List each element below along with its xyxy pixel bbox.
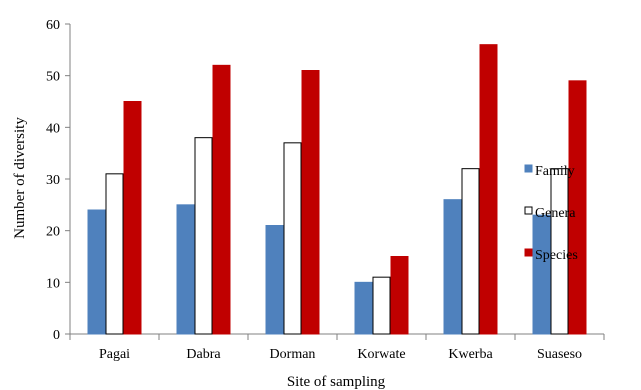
- bar-family-dorman: [265, 225, 284, 335]
- bar-genera-kwerba: [461, 168, 480, 335]
- legend-label-species: Species: [535, 248, 578, 263]
- y-tick-label: 50: [46, 70, 60, 85]
- x-tick-label: Kwerba: [448, 347, 493, 362]
- y-tick-label: 40: [46, 121, 60, 136]
- bars: [87, 44, 587, 335]
- bar-species-dabra: [212, 64, 231, 335]
- legend: Family Genera Species: [524, 164, 578, 263]
- x-tick-label: Dabra: [186, 347, 221, 362]
- x-tick-label: Suaseso: [537, 347, 582, 362]
- y-axis-title: Number of diversity: [12, 117, 28, 239]
- bar-species-suaseso: [568, 80, 587, 335]
- y-tick-label: 20: [46, 225, 60, 240]
- x-axis: Pagai Dabra Dorman Korwate Kwerba Suaseso: [69, 333, 605, 362]
- y-axis: 0 10 20 30 40 50 60: [46, 18, 71, 343]
- bar-family-dabra: [176, 204, 195, 335]
- legend-swatch-genera: [524, 206, 533, 215]
- y-tick-label: 60: [46, 18, 60, 33]
- bar-family-korwate: [354, 281, 373, 335]
- x-tick-label: Dorman: [270, 347, 316, 362]
- bar-species-pagai: [123, 101, 142, 335]
- bar-species-dorman: [301, 70, 320, 335]
- x-tick-label: Pagai: [99, 347, 130, 362]
- x-axis-title: Site of sampling: [287, 374, 386, 390]
- bar-family-suaseso: [532, 214, 551, 335]
- bar-family-pagai: [87, 209, 106, 335]
- x-tick-label: Korwate: [357, 347, 405, 362]
- y-tick-label: 0: [53, 328, 60, 343]
- bar-genera-korwate: [372, 276, 391, 335]
- bar-genera-dorman: [283, 142, 302, 335]
- bar-genera-pagai: [105, 173, 124, 335]
- y-tick-label: 10: [46, 276, 60, 291]
- legend-label-genera: Genera: [535, 206, 576, 221]
- bar-species-kwerba: [479, 44, 498, 335]
- bar-family-kwerba: [443, 199, 462, 335]
- legend-swatch-family: [524, 164, 533, 173]
- legend-swatch-species: [524, 248, 533, 257]
- y-tick-label: 30: [46, 173, 60, 188]
- bar-species-korwate: [390, 256, 409, 335]
- bar-genera-suaseso: [550, 168, 569, 335]
- legend-label-family: Family: [535, 164, 575, 179]
- bar-genera-dabra: [194, 137, 213, 335]
